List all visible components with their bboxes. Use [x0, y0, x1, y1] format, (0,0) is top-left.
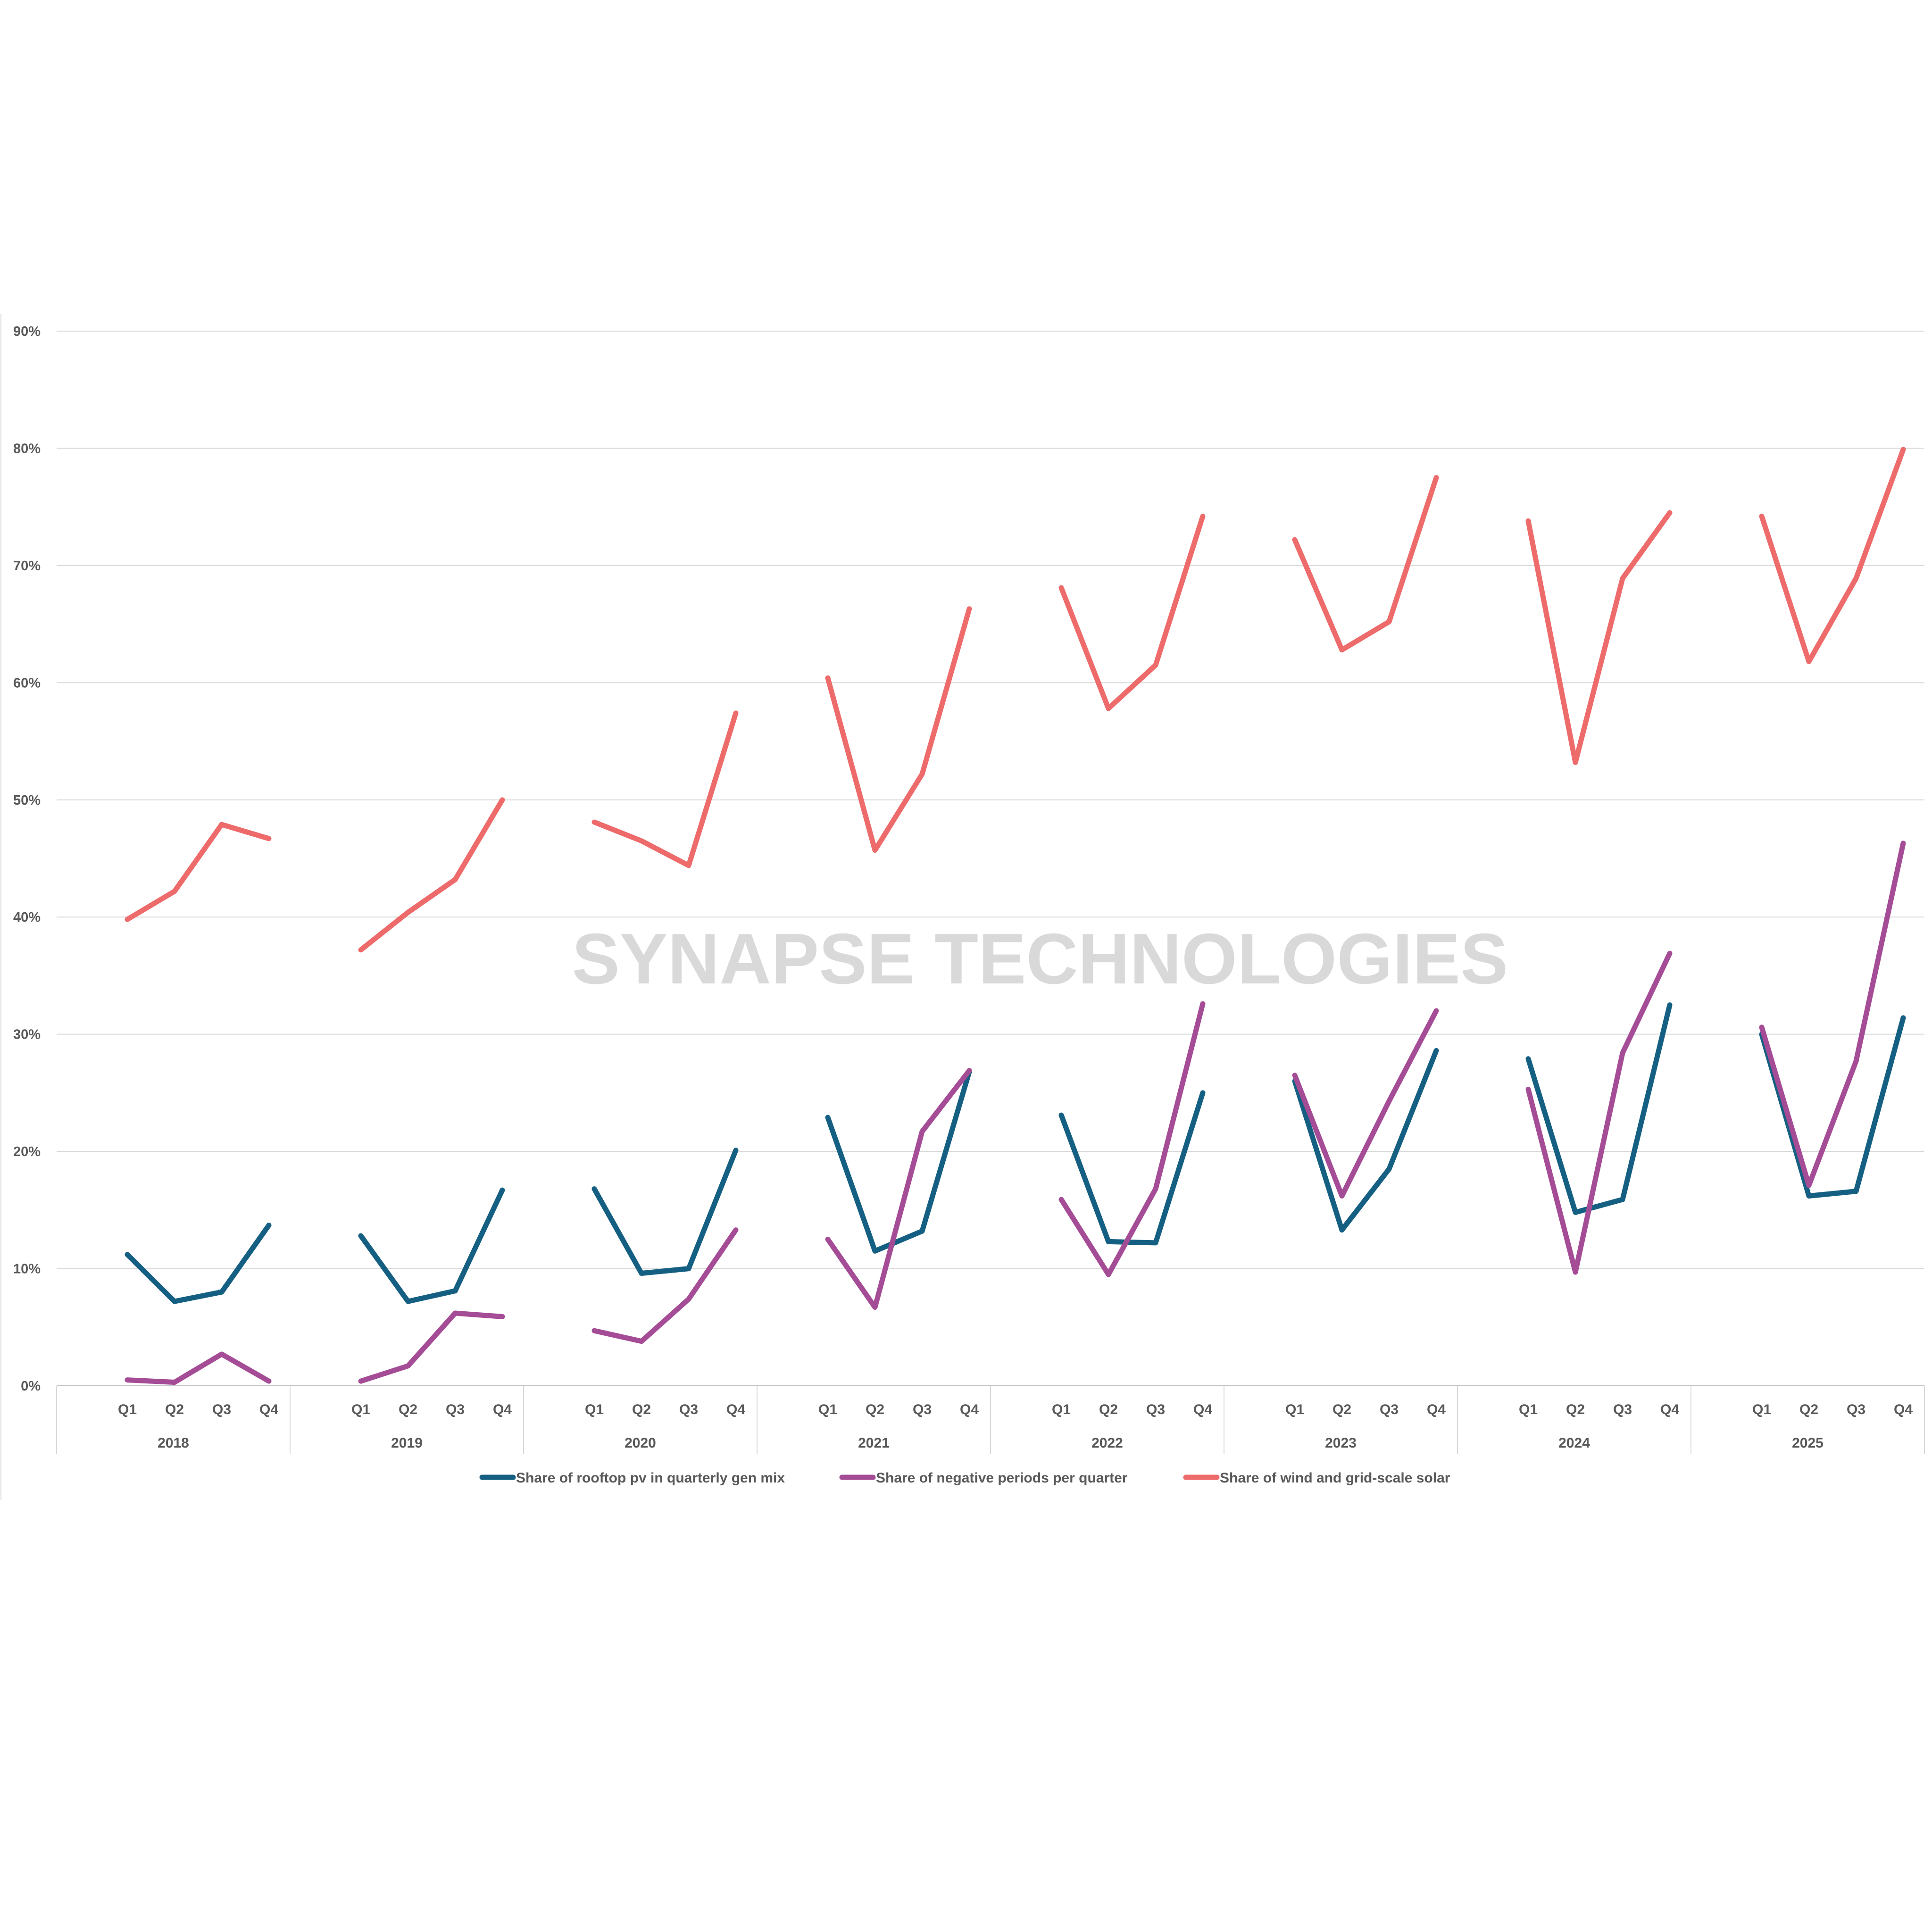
series-segment: [825, 1068, 972, 1310]
legend: Share of rooftop pv in quarterly gen mix…: [479, 1470, 1450, 1486]
legend-label: Share of rooftop pv in quarterly gen mix: [516, 1470, 785, 1486]
x-tick-label-quarter: Q2: [1566, 1402, 1585, 1417]
y-tick-label: 60%: [13, 675, 41, 691]
x-tick-label-quarter: Q4: [493, 1402, 512, 1417]
x-tick-label-quarter: Q1: [118, 1402, 137, 1417]
watermark-text: SYNAPSE TECHNOLOGIES: [572, 919, 1508, 999]
legend-label: Share of negative periods per quarter: [876, 1470, 1128, 1486]
series-segment: [125, 1351, 272, 1385]
x-tick-label-quarter: Q3: [1847, 1402, 1865, 1417]
legend-item: Share of rooftop pv in quarterly gen mix: [479, 1470, 785, 1486]
x-tick-label-quarter: Q3: [1613, 1402, 1632, 1417]
series-segment: [1292, 475, 1439, 653]
series-segment: [1525, 950, 1673, 1275]
legend-item: Share of negative periods per quarter: [839, 1470, 1128, 1486]
x-tick-label-year: 2021: [858, 1435, 890, 1451]
x-tick-label-year: 2019: [391, 1435, 423, 1451]
x-tick-label-quarter: Q2: [399, 1402, 417, 1417]
series-segment: [825, 1069, 972, 1254]
legend-item: Share of wind and grid-scale solar: [1183, 1470, 1450, 1486]
x-tick-label-quarter: Q3: [212, 1402, 231, 1417]
y-tick-label: 30%: [13, 1027, 41, 1042]
series-segment: [1058, 1090, 1206, 1246]
x-tick-label-year: 2020: [625, 1435, 656, 1451]
data-series: [125, 447, 1906, 1385]
series-segment: [1525, 1002, 1673, 1215]
y-tick-label: 40%: [13, 910, 41, 925]
series-segment: [125, 822, 272, 922]
y-tick-label: 50%: [13, 793, 41, 808]
series-segment: [1292, 1008, 1439, 1199]
series-segment: [1759, 447, 1906, 665]
series-segment: [125, 1223, 272, 1304]
x-tick-label-quarter: Q4: [960, 1402, 979, 1417]
x-tick-label-quarter: Q4: [259, 1402, 278, 1417]
series-segment: [1292, 1048, 1439, 1233]
y-tick-label: 0%: [21, 1379, 41, 1394]
x-axis: Q1 Q2 Q3 Q4 2018 Q1 Q2 Q3 Q4 2019 Q1 Q2 Q3 Q4 2020 Q1 Q2…: [56, 1386, 1925, 1454]
x-tick-label-quarter: Q2: [632, 1402, 651, 1417]
x-tick-label-quarter: Q4: [1660, 1402, 1679, 1417]
x-tick-label-year: 2022: [1091, 1435, 1123, 1451]
y-tick-label: 90%: [13, 324, 41, 339]
y-tick-label: 10%: [13, 1262, 41, 1277]
series-segment: [1058, 514, 1206, 711]
x-tick-label-quarter: Q1: [818, 1402, 837, 1417]
series-segment: [358, 1187, 505, 1304]
series-segment: [1058, 1001, 1206, 1277]
x-tick-label-quarter: Q3: [446, 1402, 465, 1417]
x-tick-label-quarter: Q1: [351, 1402, 370, 1417]
x-tick-label-year: 2025: [1792, 1435, 1824, 1451]
x-tick-label-quarter: Q1: [1519, 1402, 1538, 1417]
series-line-2: [125, 841, 1906, 1385]
series-segment: [358, 797, 505, 953]
series-segment: [591, 710, 739, 868]
y-tick-label: 20%: [13, 1144, 41, 1159]
x-tick-label-quarter: Q4: [1427, 1402, 1446, 1417]
series-segment: [825, 606, 972, 853]
x-tick-label-quarter: Q2: [165, 1402, 184, 1417]
x-tick-label-year: 2018: [158, 1435, 189, 1451]
series-segment: [358, 1310, 505, 1384]
series-segment: [591, 1227, 739, 1344]
x-tick-label-quarter: Q2: [1099, 1402, 1118, 1417]
x-tick-label-year: 2024: [1558, 1435, 1590, 1451]
x-tick-label-quarter: Q1: [1752, 1402, 1771, 1417]
x-tick-label-quarter: Q3: [679, 1402, 698, 1417]
legend-label: Share of wind and grid-scale solar: [1220, 1470, 1450, 1486]
x-tick-label-quarter: Q4: [1894, 1402, 1913, 1417]
x-tick-label-quarter: Q3: [1380, 1402, 1399, 1417]
y-tick-label: 70%: [13, 558, 41, 574]
y-axis-tick-labels: 0% 10% 20% 30% 40% 50% 60% 70% 80% 90%: [13, 324, 41, 1394]
x-tick-label-quarter: Q1: [1052, 1402, 1071, 1417]
series-segment: [591, 1148, 739, 1276]
x-tick-label-quarter: Q1: [585, 1402, 604, 1417]
x-tick-label-quarter: Q4: [726, 1402, 745, 1417]
x-tick-label-quarter: Q2: [866, 1402, 884, 1417]
x-tick-label-quarter: Q3: [913, 1402, 932, 1417]
x-tick-label-quarter: Q2: [1799, 1402, 1818, 1417]
series-segment: [1525, 510, 1673, 765]
series-line-3: [125, 447, 1906, 953]
y-tick-label: 80%: [13, 441, 41, 456]
x-tick-label-year: 2023: [1325, 1435, 1357, 1451]
x-tick-label-quarter: Q4: [1193, 1402, 1212, 1417]
x-tick-label-quarter: Q2: [1332, 1402, 1351, 1417]
x-tick-label-quarter: Q3: [1146, 1402, 1165, 1417]
x-tick-label-quarter: Q1: [1285, 1402, 1304, 1417]
series-segment: [1759, 841, 1906, 1188]
